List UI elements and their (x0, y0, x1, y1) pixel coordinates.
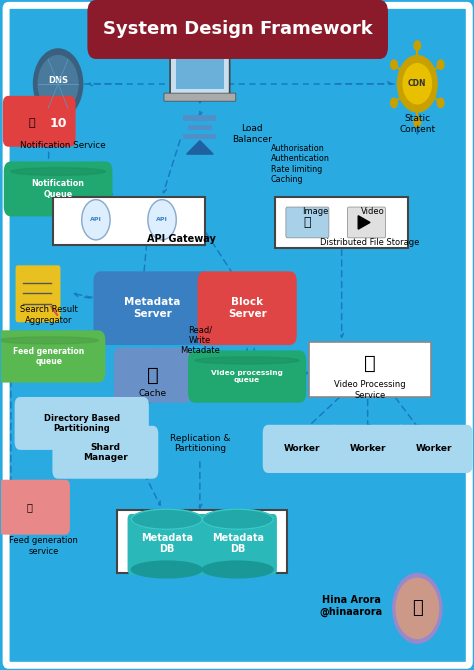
Text: Search Result
Aggregator: Search Result Aggregator (20, 306, 78, 324)
FancyBboxPatch shape (0, 330, 105, 383)
FancyBboxPatch shape (93, 271, 212, 345)
FancyBboxPatch shape (188, 350, 306, 403)
Text: Directory Based
Partitioning: Directory Based Partitioning (44, 414, 120, 433)
Text: Video processing
queue: Video processing queue (211, 370, 283, 383)
Text: Worker: Worker (283, 444, 320, 454)
FancyBboxPatch shape (188, 125, 212, 130)
FancyBboxPatch shape (0, 480, 70, 535)
Circle shape (414, 117, 420, 127)
Text: System Design Framework: System Design Framework (103, 20, 373, 38)
Text: Metadata
DB: Metadata DB (141, 533, 193, 554)
Text: 🏔: 🏔 (303, 216, 311, 229)
Text: Load
Balancer: Load Balancer (232, 125, 272, 143)
Text: Video Processing
Service: Video Processing Service (334, 381, 406, 399)
Text: Replication &
Partitioning: Replication & Partitioning (170, 434, 230, 453)
Ellipse shape (195, 357, 299, 364)
FancyBboxPatch shape (183, 115, 217, 121)
Circle shape (403, 64, 431, 104)
FancyBboxPatch shape (329, 425, 406, 473)
Polygon shape (187, 141, 213, 154)
Text: Notification
Queue: Notification Queue (32, 180, 84, 198)
FancyBboxPatch shape (6, 5, 469, 665)
Text: Cache: Cache (138, 389, 167, 398)
Text: 🗂: 🗂 (147, 366, 158, 385)
FancyBboxPatch shape (54, 197, 205, 245)
Text: API: API (90, 217, 102, 222)
Circle shape (438, 98, 444, 108)
FancyBboxPatch shape (309, 342, 431, 397)
FancyBboxPatch shape (183, 134, 217, 139)
FancyBboxPatch shape (198, 271, 297, 345)
Ellipse shape (11, 168, 105, 176)
Circle shape (391, 60, 397, 70)
Ellipse shape (0, 337, 98, 344)
FancyBboxPatch shape (53, 426, 158, 479)
Text: Authorisation
Authentication
Rate limiting
Caching: Authorisation Authentication Rate limiti… (271, 144, 329, 184)
Text: 🎬: 🎬 (364, 354, 376, 373)
FancyBboxPatch shape (170, 52, 230, 96)
Ellipse shape (195, 357, 299, 364)
Text: API: API (156, 217, 168, 222)
Circle shape (397, 56, 437, 112)
FancyBboxPatch shape (16, 265, 61, 322)
FancyBboxPatch shape (114, 348, 191, 403)
Ellipse shape (0, 337, 98, 344)
Text: API Gateway: API Gateway (146, 234, 215, 244)
Text: Worker: Worker (416, 444, 452, 454)
Text: Metadata
Server: Metadata Server (125, 297, 181, 319)
Ellipse shape (202, 509, 273, 529)
Text: Metadata
DB: Metadata DB (212, 533, 264, 554)
Circle shape (34, 49, 82, 119)
Circle shape (396, 578, 438, 639)
Text: Shard
Manager: Shard Manager (83, 443, 128, 462)
Text: 📋: 📋 (27, 502, 33, 512)
Text: Feed generation
service: Feed generation service (9, 537, 78, 555)
FancyBboxPatch shape (4, 161, 112, 216)
Circle shape (392, 574, 442, 643)
FancyBboxPatch shape (263, 425, 340, 473)
Text: 10: 10 (49, 117, 67, 130)
Ellipse shape (131, 509, 202, 529)
Text: Worker: Worker (349, 444, 386, 454)
Text: CDN: CDN (408, 79, 427, 88)
Circle shape (391, 98, 397, 108)
Ellipse shape (131, 561, 202, 578)
FancyBboxPatch shape (347, 207, 386, 238)
Circle shape (148, 200, 176, 240)
Polygon shape (358, 216, 370, 229)
Text: Distributed File Storage: Distributed File Storage (320, 238, 419, 247)
FancyBboxPatch shape (3, 96, 75, 147)
Text: Image: Image (302, 207, 329, 216)
Ellipse shape (202, 561, 273, 578)
Text: Notification Service: Notification Service (20, 141, 106, 150)
Ellipse shape (11, 168, 105, 176)
FancyBboxPatch shape (87, 0, 388, 59)
Text: Read/
Write
Metadate: Read/ Write Metadate (180, 326, 220, 355)
FancyBboxPatch shape (117, 510, 287, 574)
Text: Video: Video (361, 207, 384, 216)
Text: Block
Server: Block Server (228, 297, 266, 319)
Text: 👩: 👩 (412, 600, 423, 617)
FancyBboxPatch shape (286, 207, 329, 238)
Text: DNS: DNS (48, 76, 68, 85)
Circle shape (82, 200, 110, 240)
Circle shape (438, 60, 444, 70)
FancyBboxPatch shape (15, 397, 149, 450)
Text: Static
Content: Static Content (399, 115, 435, 133)
Circle shape (38, 56, 78, 112)
FancyBboxPatch shape (395, 425, 473, 473)
FancyBboxPatch shape (275, 198, 408, 248)
FancyBboxPatch shape (128, 514, 206, 575)
Text: Hina Arora
@hinaarora: Hina Arora @hinaarora (319, 596, 383, 617)
FancyBboxPatch shape (164, 93, 236, 101)
FancyBboxPatch shape (176, 59, 224, 89)
Circle shape (414, 41, 420, 50)
Text: 👤: 👤 (29, 119, 36, 128)
FancyBboxPatch shape (199, 514, 277, 575)
Text: Feed generation
queue: Feed generation queue (13, 347, 84, 366)
